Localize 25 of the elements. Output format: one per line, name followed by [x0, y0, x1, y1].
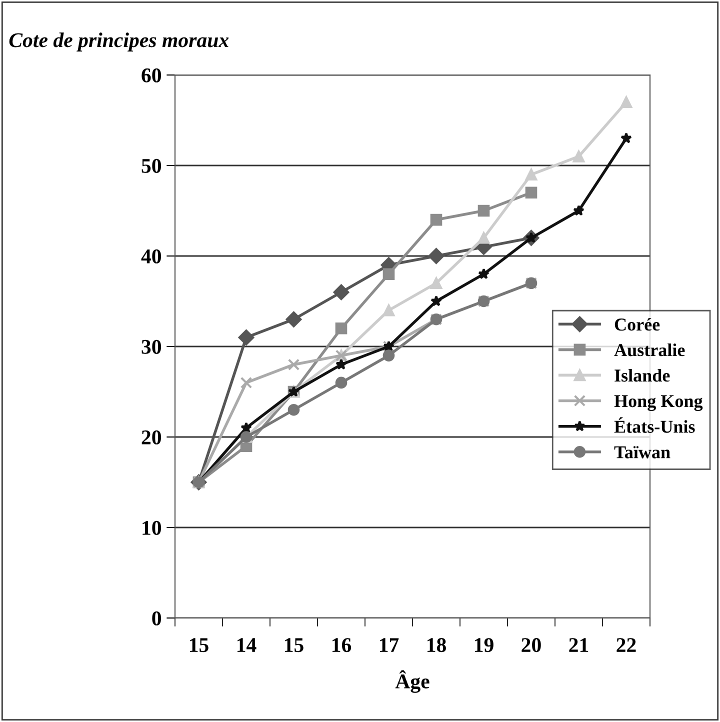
y-tick-label: 30 [142, 340, 162, 354]
legend-label: Islande [614, 368, 670, 382]
x-tick-label: 20 [522, 638, 541, 652]
x-tick-label: 18 [428, 638, 446, 652]
x-tick-label: 15 [285, 638, 304, 652]
x-axis-title: Âge [395, 670, 430, 693]
legend-label: Taïwan [614, 446, 670, 458]
legend-label: Australie [614, 343, 685, 356]
legend-label: États-Unis [614, 417, 695, 433]
x-tick-label: 22 [616, 638, 636, 652]
x-tick-label: 19 [475, 638, 494, 652]
y-tick-label: 40 [141, 249, 162, 264]
y-tick-label: 0 [152, 611, 162, 626]
y-tick-label: 20 [142, 430, 162, 444]
chart-title: Cote de principes moraux [9, 32, 229, 52]
x-tick-label: 21 [569, 638, 588, 652]
y-tick-label: 10 [142, 520, 162, 535]
legend-label: Corée [614, 318, 660, 331]
x-tick-label: 16 [332, 638, 352, 652]
y-tick-label: 60 [142, 68, 162, 82]
legend-label: Hong Kong [614, 395, 703, 412]
x-tick-label: 15 [190, 638, 208, 652]
y-tick-label: 50 [142, 158, 162, 173]
x-tick-label: 17 [380, 638, 399, 652]
x-tick-label: 14 [238, 638, 256, 652]
